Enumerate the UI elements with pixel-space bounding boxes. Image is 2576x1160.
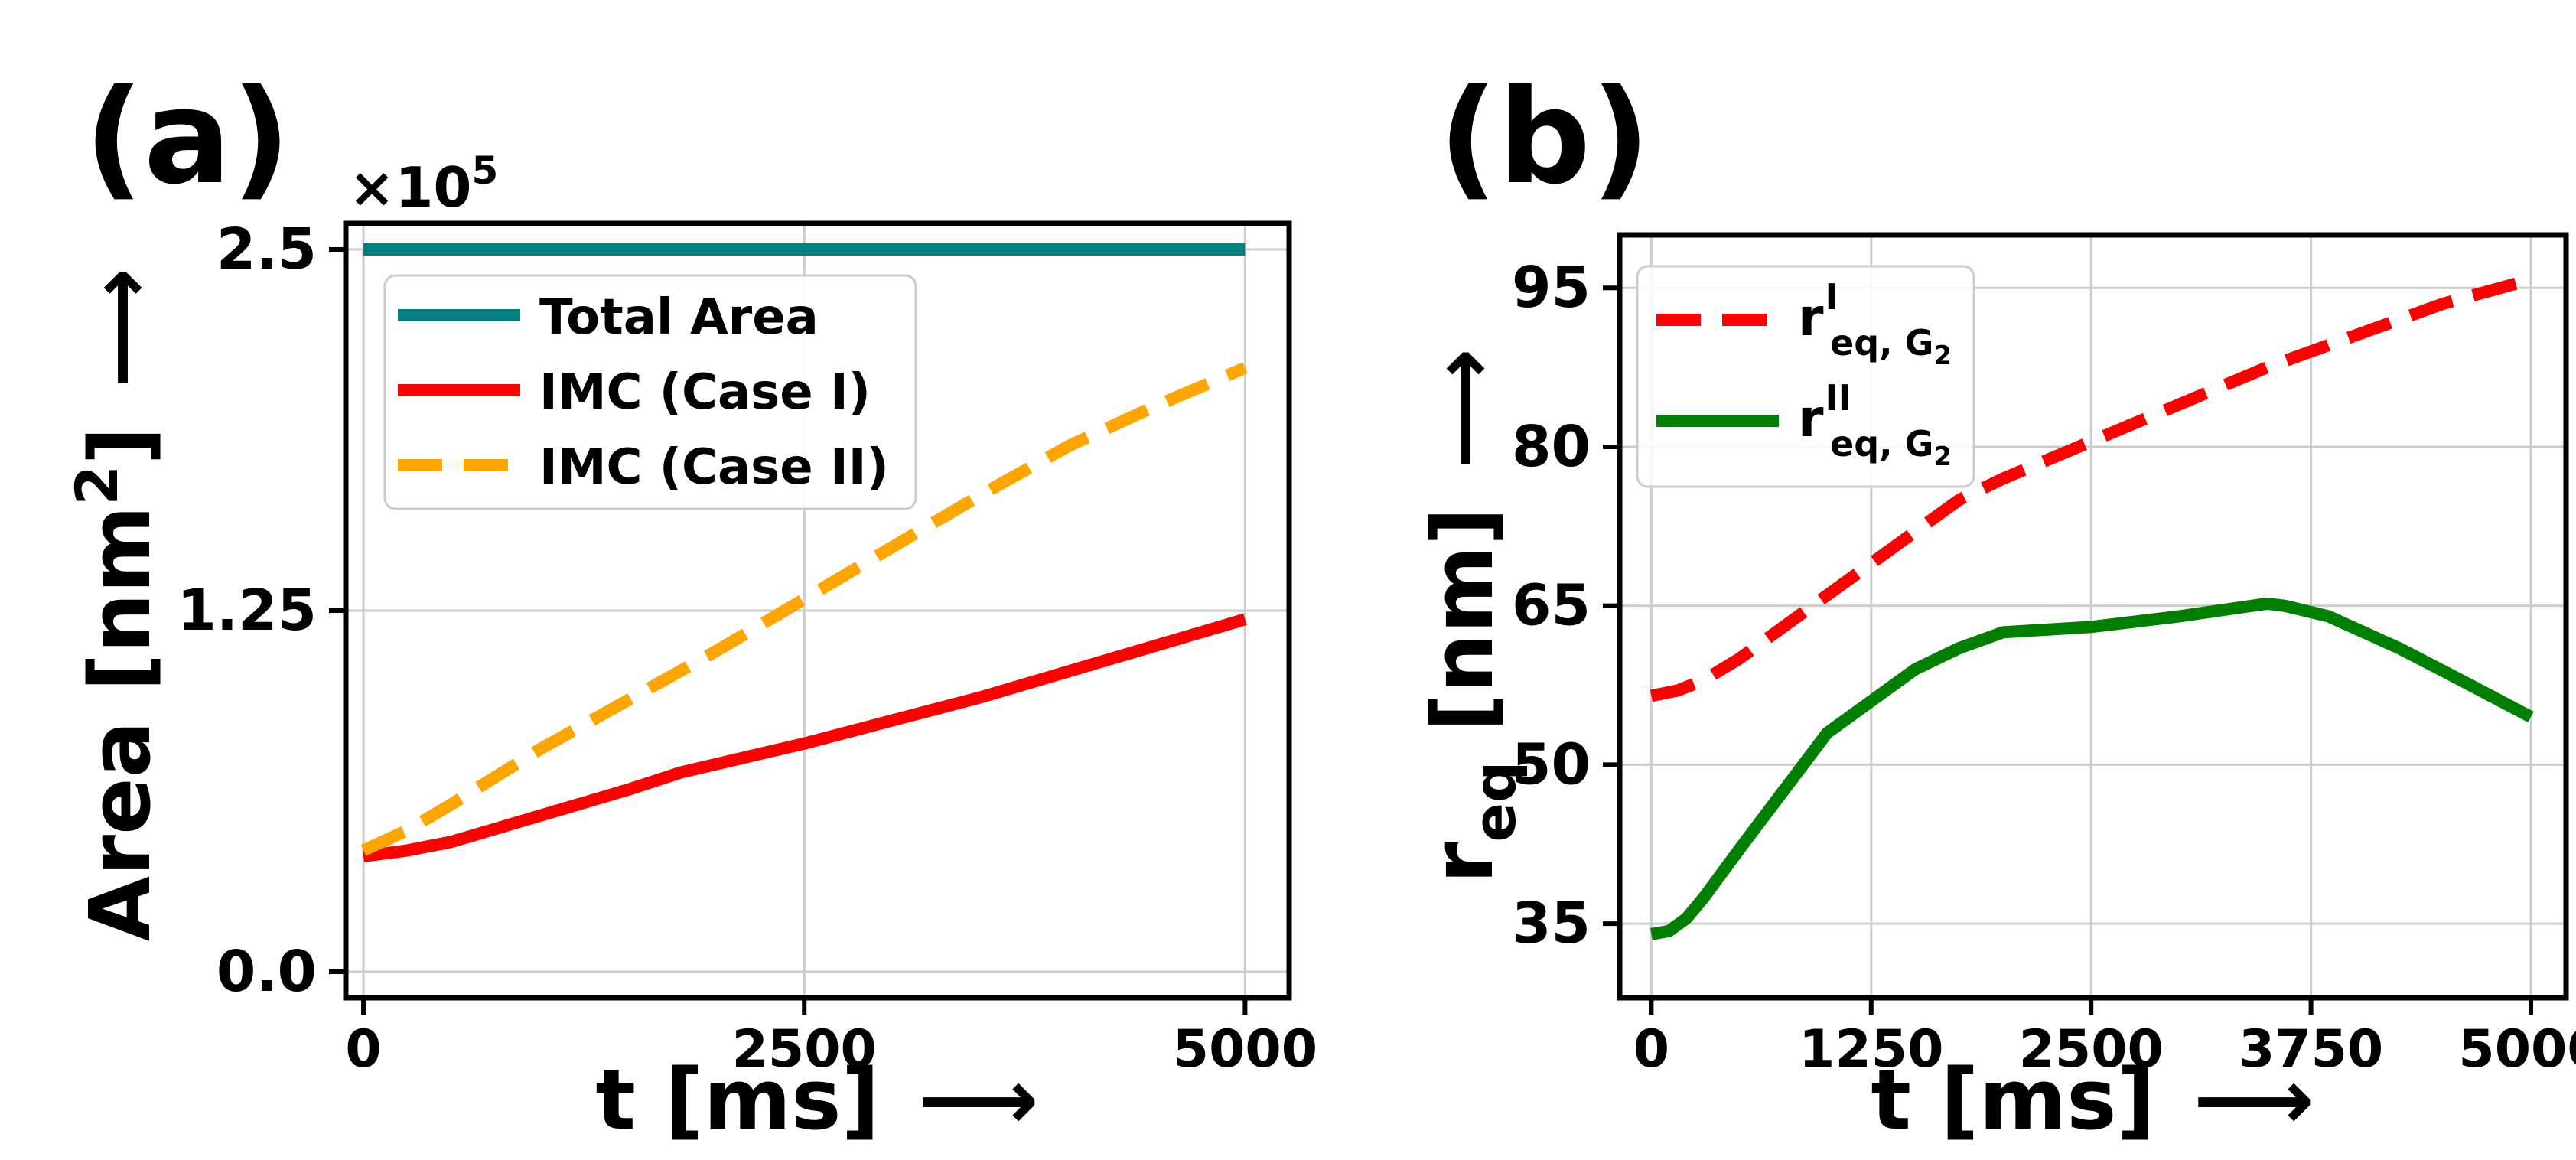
a-y-tick-label: 2.5 [217,217,317,282]
a-y-tick-label: 0.0 [217,939,317,1005]
panel-b-legend: rI eq, G2 rII eq, G2 [1636,265,1975,488]
series-imc-case-i-line [362,613,1247,862]
series-r-eq-i-line [1649,273,2533,702]
panel-b-label: (b) [1438,62,1650,213]
series-imc-case-ii-line [360,362,1248,856]
b-y-tick-label: 50 [1512,732,1591,797]
panel-a-series-group [360,243,1248,862]
b-x-tick-label: 2500 [2019,1019,2164,1080]
panel-a: (a) 0 2500 5000 0.0 1.25 2.5 ×105 t [ms] ⟶ Are… [63,62,1317,1149]
b-y-tick-label: 95 [1512,255,1591,321]
panel-a-label: (a) [84,62,291,213]
legend-a-label-total-area: Total Area [539,289,819,346]
panel-b-x-axis-label: t [ms] ⟶ [1871,1051,2314,1149]
legend-a-label-case-i: IMC (Case I) [539,364,871,421]
panel-a-y-axis-label: Area [nm2]⟶ [63,268,169,942]
panel-a-legend: Total Area IMC (Case I) IMC (Case II) [383,274,917,510]
legend-b-label-r-ii: rII eq, G2 [1798,377,1952,472]
b-y-tick-label: 35 [1512,891,1591,956]
panel-b: (b) 012502500375050003550658095 t [ms]⟶ … [1414,62,2576,1149]
a-x-tick-label: 2500 [732,1019,877,1080]
legend-b-label-r-i: rI eq, G2 [1798,276,1952,371]
b-x-tick-label: 1250 [1799,1019,1943,1080]
panel-b-y-axis-label: req [nm]⟶ [1414,348,1529,884]
panel-a-legend-box [383,274,917,510]
a-x-tick-label: 5000 [1173,1019,1317,1080]
legend-a-label-case-ii: IMC (Case II) [539,439,889,496]
panel-a-multiplier: ×105 [349,148,498,220]
b-x-tick-label: 5000 [2458,1019,2576,1080]
b-y-tick-label: 80 [1512,414,1591,480]
a-x-tick-label: 0 [345,1019,381,1080]
a-y-tick-label: 1.25 [177,578,317,644]
panel-a-x-axis-label: t [ms] ⟶ [595,1051,1038,1149]
panel-b-legend-box [1636,265,1975,488]
panel-a-ticks: 0 2500 5000 0.0 1.25 2.5 [177,217,1317,1080]
series-r-eq-ii-line [1649,597,2534,940]
b-y-tick-label: 65 [1512,573,1591,639]
panel-b-series-group [1649,273,2534,940]
panel-a-multiplier-exponent: 5 [472,148,499,193]
b-x-tick-label: 3750 [2239,1019,2383,1080]
panel-b-ticks: 0 1250 2500 3750 5000 35 50 65 80 95 [1512,255,2576,1080]
b-x-tick-label: 0 [1633,1019,1669,1080]
